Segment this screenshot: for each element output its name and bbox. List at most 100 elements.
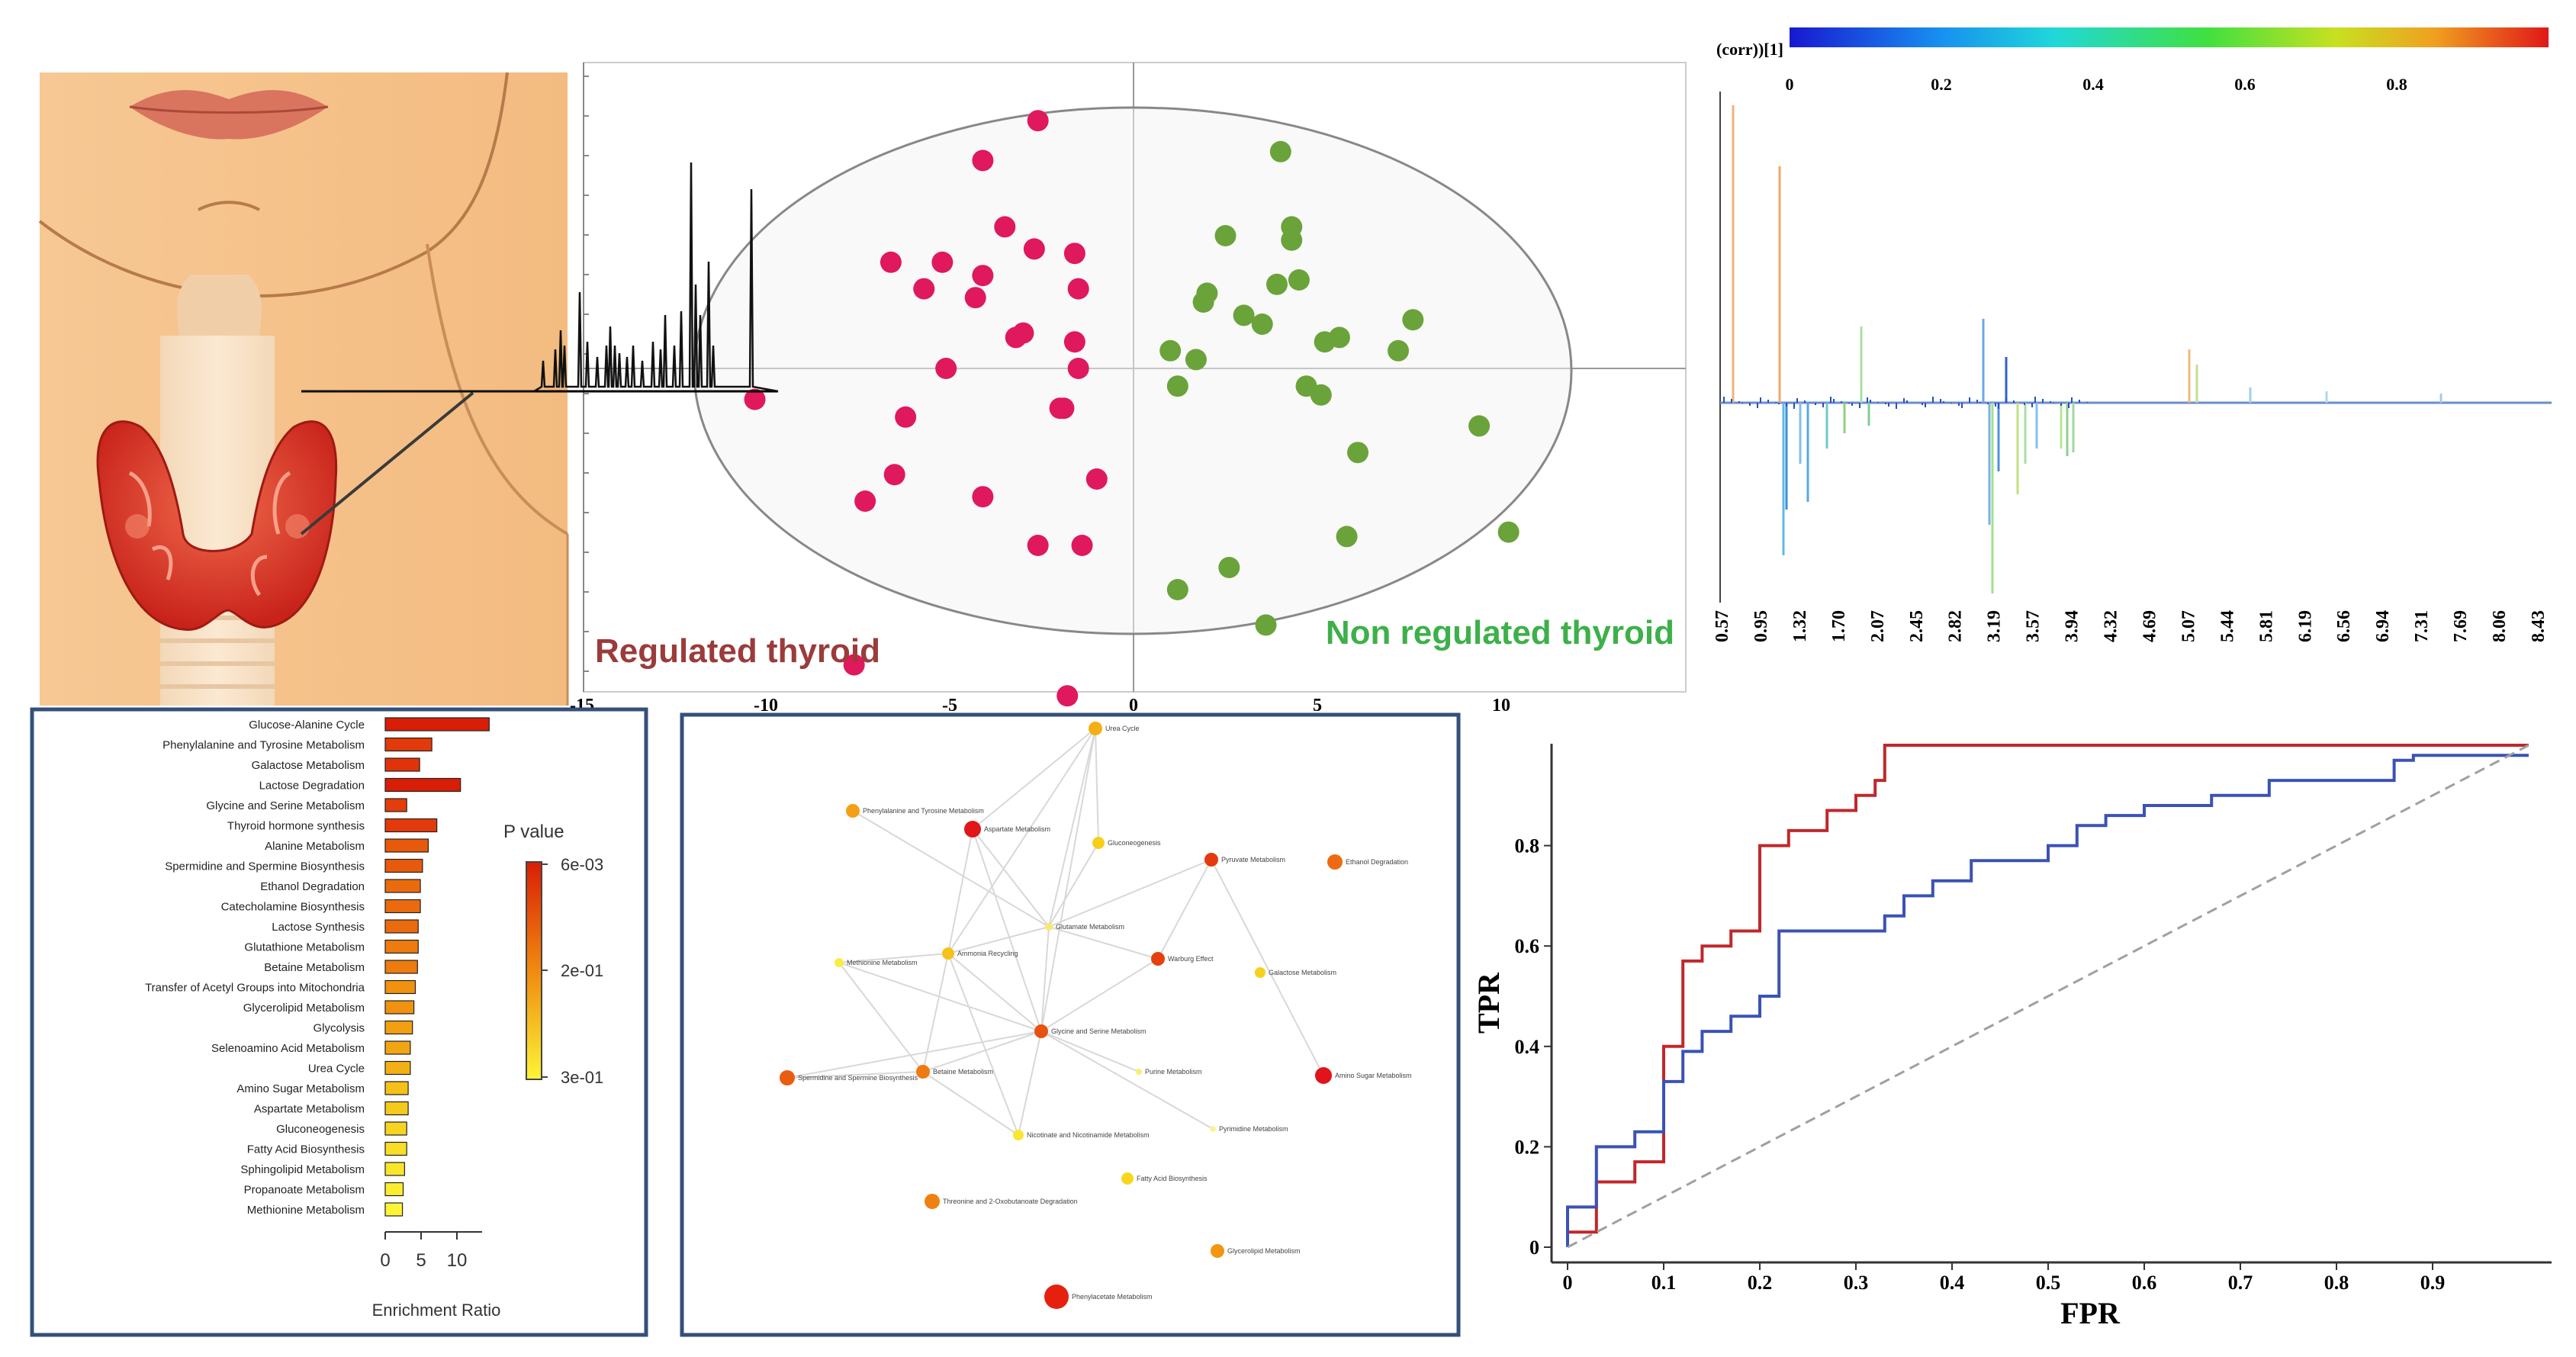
roc-y-tick-label: 0 [1529,1236,1539,1259]
enrichment-x-tick-label: 5 [416,1250,426,1271]
roc-y-tick-label: 0.8 [1515,835,1540,857]
enrichment-category-label: Urea Cycle [308,1063,365,1076]
enrichment-bar [384,919,419,934]
roc-y-tick-label: 0.4 [1515,1036,1540,1058]
loadings-x-tick-label: 3.94 [2063,610,2082,642]
colorbar-title: (corr))[1] [1716,40,1783,59]
network-node-label: Phenylalanine and Tyrosine Metabolism [863,807,984,815]
network-node-label: Methionine Metabolism [847,959,918,966]
network-edge [922,1031,1042,1072]
network-node-label: Gluconeogenesis [1108,839,1161,847]
enrichment-category-label: Selenoamino Acid Metabolism [211,1042,365,1055]
enrichment-bar [384,1182,404,1197]
network-node [1327,854,1343,870]
network-edge [786,1031,1042,1079]
network-edge [1040,926,1050,1032]
pvalue-legend-tick-label: 3e-01 [561,1068,603,1087]
regulated-point [1023,238,1045,260]
regulated-point [913,278,935,300]
pca-x-tick-label: -10 [754,696,778,715]
non-regulated-point [1288,269,1310,291]
network-edge [1048,926,1159,960]
non-regulated-point [1159,339,1182,362]
network-edge [1095,728,1099,844]
regulated-point [895,406,917,428]
network-node [1034,1024,1048,1038]
enrichment-x-ticks: 0 5 10 [380,1232,467,1271]
roc-curve-panel: 0 0.1 0.2 0.3 0.4 0.5 0.6 0.7 0.8 0.9 0 0.2 0.4 0.6 0.… [1471,744,2552,1330]
network-edge [1040,1031,1140,1072]
network-node [1204,853,1218,867]
loadings-x-tick-label: 0.57 [1713,610,1732,642]
roc-x-tick-label: 0.4 [1940,1272,1965,1294]
loadings-x-tick-labels: 0.57 0.95 1.32 1.70 2.07 2.45 2.82 3.19 3.57 3.94… [1713,610,2549,642]
enrichment-category-label: Alanine Metabolism [265,840,365,853]
regulated-point [883,464,905,486]
loadings-x-tick-label: 2.45 [1907,610,1927,642]
network-edge [852,810,1050,928]
trachea [160,275,275,706]
network-edge [1018,1031,1042,1136]
roc-y-label: TPR [1471,972,1506,1034]
non-regulated-point [1269,140,1291,162]
enrichment-bar [384,1162,405,1176]
network-edge [1040,728,1096,1032]
enrichment-bar [384,818,438,833]
regulated-point [972,150,994,172]
network-edge [786,1071,924,1079]
loadings-x-tick-label: 2.82 [1946,610,1966,642]
enrichment-category-label: Catecholamine Biosynthesis [221,901,365,914]
network-edge [972,828,1042,1032]
enrichment-category-label: Lactose Degradation [259,780,365,793]
non-regulated-point [1214,225,1237,246]
pca-points [744,110,1520,707]
roc-line-chance [1567,744,2529,1249]
enrichment-category-label: Sphingolipid Metabolism [240,1163,365,1176]
enrichment-panel-border [30,707,648,1337]
enrichment-category-label: Spermidine and Spermine Biosynthesis [165,860,365,873]
non-regulated-point [1233,304,1255,326]
regulated-point [931,251,954,273]
regulated-point [964,287,986,309]
loadings-x-tick-label: 1.32 [1790,610,1810,642]
roc-x-tick-label: 0.3 [1844,1272,1869,1294]
regulated-point [1067,358,1089,379]
non-regulated-point [1265,273,1288,295]
network-node [942,947,954,960]
enrichment-category-label: Gluconeogenesis [276,1123,365,1136]
roc-x-tick-label: 0.2 [1748,1272,1773,1294]
enrichment-x-label: Enrichment Ratio [372,1301,501,1320]
colorbar-ticks: 0 0.2 0.4 0.6 0.8 [1786,75,2407,94]
network-edge [1157,859,1212,960]
non-regulated-point [1166,579,1188,600]
regulated-point [843,654,865,676]
network-edge [947,828,973,954]
pvalue-legend-tick-label: 2e-01 [561,961,603,980]
enrichment-bar [384,899,421,914]
network-node [1092,837,1105,849]
network-node [780,1070,795,1085]
enrichment-bar [384,979,416,995]
enrichment-bar [384,960,418,974]
loadings-lines [1723,105,2443,593]
network-node-label: Glutamate Metabolism [1056,923,1124,931]
network-node [916,1065,930,1079]
roc-y-tick-label: 0.2 [1515,1136,1540,1158]
enrichment-bar [384,1081,409,1095]
network-node-label: Warburg Effect [1168,955,1214,963]
roc-ticks: 0 0.1 0.2 0.3 0.4 0.5 0.6 0.7 0.8 0.9 0 0.2 0.4 0.6 0.… [1515,835,2446,1294]
regulated-point [1063,243,1085,265]
network-node [925,1194,940,1209]
pca-x-tick-labels: -15 -10 -5 0 5 10 [570,696,1510,715]
enrichment-category-label: Transfer of Acetyl Groups into Mitochond… [145,982,365,995]
regulated-point [1067,278,1089,300]
network-node-label: Glycerolipid Metabolism [1227,1247,1301,1255]
enrichment-category-label: Glutathione Metabolism [244,941,365,954]
loadings-plot: (corr))[1] 0 0.2 0.4 0.6 0.8 0.57 0.95 1.32 1.7… [1713,27,2552,642]
pca-x-tick-label: -5 [942,696,957,715]
network-node-label: Betaine Metabolism [933,1068,993,1076]
colorbar-tick-label: 0.2 [1931,75,1952,94]
loadings-x-tick-label: 5.81 [2256,610,2276,642]
enrichment-bar [384,717,490,732]
network-node [1255,967,1265,978]
